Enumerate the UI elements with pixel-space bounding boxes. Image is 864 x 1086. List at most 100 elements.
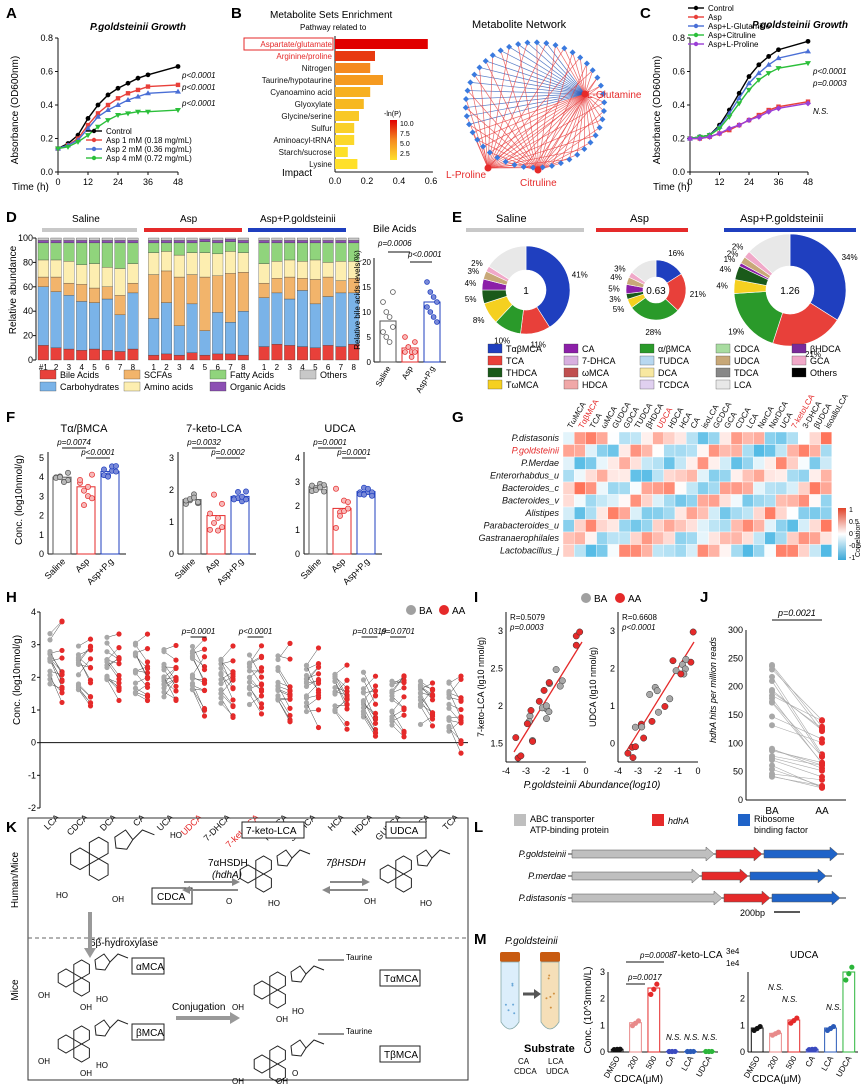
stack-segment-scfas: [63, 242, 75, 262]
legend-label: TCA: [506, 356, 524, 366]
tube-particle: [552, 992, 555, 995]
ba-dot: [132, 685, 139, 691]
donut-label: 28%: [645, 328, 661, 337]
ba-dot: [218, 700, 224, 706]
heatmap-cell: [730, 431, 743, 445]
aa-dot: [819, 725, 825, 732]
network-hub: [484, 164, 492, 172]
enzyme-6b: 6β-hydroxylase: [90, 938, 158, 949]
pair-line: [363, 714, 376, 734]
pair-line: [135, 644, 148, 663]
heatmap-cell: [786, 506, 799, 520]
aa-dot: [258, 674, 265, 680]
pair-line: [771, 775, 823, 789]
x-tick-label: 0: [695, 766, 700, 776]
aa-dot: [59, 619, 65, 625]
stack-segment-carbohydrates: [76, 301, 88, 351]
amca-side-chain: [109, 953, 129, 963]
panel-a-axes: 0.00.20.40.60.80 12 24 36 48: [40, 33, 183, 187]
stack-segment-carbohydrates: [225, 322, 236, 355]
replicate-dot: [775, 1029, 782, 1035]
y-tick-label: 2: [295, 501, 300, 511]
data-point: [95, 102, 101, 108]
heatmap-cell: [775, 506, 788, 520]
aa-dot: [315, 661, 322, 667]
stack-segment-scfas: [335, 242, 347, 262]
heatmap-cell: [618, 431, 631, 445]
ns-label: N.S.: [782, 995, 798, 1004]
category-label: UDCA: [834, 1054, 853, 1079]
y-tick-label: 2: [610, 663, 615, 673]
y-tick-label: 80: [23, 257, 33, 267]
donut-charts: 41%11%10%8%5%4%3%2%116%21%28%5%3%5%4%3%0…: [465, 233, 858, 359]
heatmap-cell: [562, 506, 575, 520]
legend-swatch: [791, 355, 807, 366]
aa-dot: [401, 712, 407, 718]
aa-dot: [527, 707, 535, 714]
sample-label: 5: [313, 363, 318, 372]
m-keto-ylabel: Conc. (10^3nmol/L): [583, 967, 594, 1054]
sample-dot: [89, 471, 95, 478]
data-point: [746, 117, 752, 124]
network-node: [597, 82, 604, 89]
x-tick-label: 0.6: [425, 176, 438, 186]
heatmap-cell: [652, 531, 664, 545]
ba-dot: [75, 660, 82, 666]
sample-dot: [408, 354, 415, 360]
heatmap-cell: [663, 469, 676, 483]
network-node: [552, 42, 559, 49]
heatmap-cell: [596, 531, 608, 545]
stack-segment-fatty-acids: [148, 252, 160, 275]
panel-b-bars: Aspartate/glutamateArginine/prolineNitro…: [243, 36, 438, 186]
legend-swatch: [209, 369, 227, 380]
ba-dot: [360, 677, 367, 683]
heatmap-cell: [719, 431, 732, 445]
donut-slice: [488, 245, 527, 280]
heatmap-cell: [607, 456, 620, 470]
ba-dot: [672, 667, 680, 675]
y-tick-label: 1: [740, 1020, 745, 1030]
bmca-ring-c: [73, 1043, 90, 1063]
ba-dot: [769, 762, 775, 769]
row-label: P.goldsteinii: [512, 446, 560, 456]
stack-segment-others: [63, 237, 75, 241]
aa-dot: [819, 784, 825, 791]
data-point: [125, 111, 131, 117]
data-point: [805, 48, 811, 54]
row-label: Enterorhabdus_u: [490, 471, 559, 481]
donut-label: 34%: [842, 253, 858, 262]
data-point: [765, 71, 772, 77]
heatmap-cell: [596, 544, 608, 558]
tube-particle: [547, 977, 550, 980]
sample-dot: [207, 510, 213, 517]
sample-dot: [427, 309, 434, 315]
network-node: [471, 71, 478, 78]
aa-dot: [819, 753, 825, 760]
pair-line: [771, 716, 823, 740]
heatmap-cell: [674, 544, 687, 558]
replicate-dot: [843, 977, 849, 983]
stack-segment-others: [237, 237, 249, 241]
y-tick-label: 4: [295, 453, 300, 463]
pair-line: [306, 683, 319, 696]
pathway-label: Lysine: [309, 160, 332, 169]
network-node: [494, 154, 501, 161]
aa-dot: [287, 640, 293, 646]
x-tick-label: -2: [542, 766, 550, 776]
pair-line: [420, 696, 433, 714]
sample-dot: [402, 349, 408, 355]
aa-dot: [87, 664, 94, 671]
aa-dot: [458, 740, 464, 747]
heatmap-cell: [753, 431, 765, 445]
label-box-amca: [131, 957, 165, 975]
panel-letter-g: G: [452, 409, 464, 426]
heatmap-cell: [574, 506, 586, 520]
network-edge: [485, 60, 586, 95]
culture-tubes: [500, 952, 560, 1030]
ba-dot: [417, 678, 424, 684]
data-point: [145, 109, 151, 115]
aa-dot: [344, 677, 350, 683]
heatmap-cell: [730, 494, 743, 508]
x-tick-label: -2: [654, 766, 662, 776]
